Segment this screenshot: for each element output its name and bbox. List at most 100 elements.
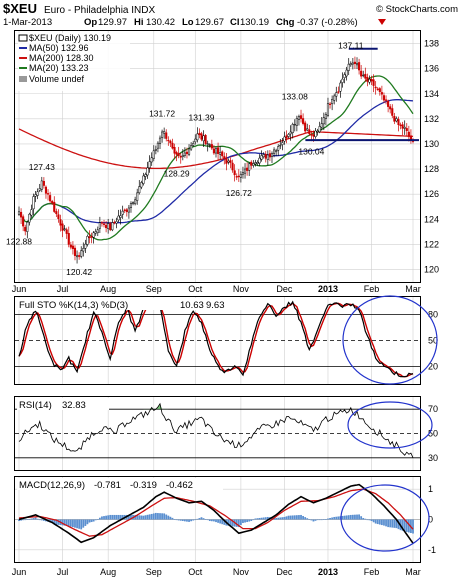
price-bar-body	[185, 151, 189, 155]
macd-histogram-bar	[320, 519, 323, 521]
price-bar-body	[397, 119, 400, 125]
x-tick-label-bottom: 2013	[318, 567, 338, 577]
sto-highlight-ellipse	[342, 295, 438, 385]
price-bar-body	[331, 98, 334, 104]
price-tick-label: 124	[424, 214, 439, 224]
sto-title-label: Full STO %K(14,3) %D(3)	[19, 300, 128, 311]
price-bar-body	[90, 236, 93, 238]
macd-histogram-bar	[351, 514, 354, 520]
rsi-highlight-ellipse	[347, 401, 433, 449]
x-tick-label-bottom: Sep	[146, 567, 162, 577]
price-bar-body	[275, 150, 278, 152]
sto-k-line	[18, 300, 414, 378]
price-bar-body	[389, 106, 392, 110]
price-bar-body	[102, 223, 106, 225]
price-bar-body	[53, 202, 56, 212]
price-annotation: 128.29	[164, 168, 190, 178]
macd-histogram-bar	[113, 514, 116, 520]
price-bar-body	[248, 163, 251, 171]
price-bar-body	[177, 153, 180, 156]
price-bar-body	[107, 223, 110, 229]
macd-histogram-bar	[208, 519, 211, 522]
sto-tick-label: 80	[428, 309, 438, 319]
indicator-lines	[18, 300, 414, 544]
macd-histogram-bar	[248, 519, 251, 522]
macd-histogram-bar	[242, 519, 244, 524]
price-bar-body	[273, 149, 276, 154]
watermark: © StockCharts.com	[376, 4, 458, 15]
macd-histogram-bar	[246, 519, 249, 523]
price-bar-body	[117, 215, 120, 221]
macd-histogram-bar	[380, 519, 383, 526]
macd-histogram-bar	[239, 519, 242, 526]
price-bar-body	[36, 191, 39, 196]
macd-histogram-bar	[264, 517, 267, 520]
price-bar-body	[374, 86, 377, 89]
price-bar-body	[287, 134, 290, 137]
macd-histogram-bar	[372, 519, 375, 523]
price-bar-body	[401, 124, 404, 129]
macd-histogram-bar	[107, 515, 110, 520]
price-bar-body	[364, 73, 367, 79]
x-tick-label-bottom: Oct	[188, 567, 203, 577]
macd-histogram-bar	[18, 519, 20, 522]
price-annotation: 127.43	[29, 162, 55, 172]
price-bar-body	[308, 129, 311, 135]
price-bar-body	[329, 103, 332, 105]
price-bar-body	[225, 158, 228, 164]
x-tick-label: Feb	[364, 284, 380, 294]
price-tick-label: 136	[424, 64, 439, 74]
price-bar-body	[146, 167, 149, 176]
price-bar-body	[382, 95, 386, 101]
macd-histogram-bar	[279, 517, 282, 520]
quote-date: 1-Mar-2013	[3, 17, 52, 28]
price-bar-body	[57, 214, 60, 219]
price-bar-body	[210, 144, 213, 149]
price-bar-body	[250, 161, 253, 166]
price-bar-body	[370, 79, 373, 82]
high-label: Hi	[134, 17, 144, 28]
macd-histogram-bar	[117, 514, 120, 520]
macd-histogram-bar	[362, 517, 365, 520]
macd-histogram-bar	[188, 519, 190, 522]
legend-ma50: MA(50) 132.96	[29, 43, 89, 53]
macd-histogram-bar	[287, 515, 290, 520]
macd-histogram-bar	[177, 519, 180, 521]
price-bar-body	[368, 78, 371, 83]
macd-histogram-bar	[277, 517, 280, 520]
price-bar-body	[302, 118, 305, 124]
macd-tick-label: 1	[428, 484, 433, 494]
macd-line	[18, 483, 414, 544]
price-bar-body	[395, 118, 398, 122]
price-annotation: 137.11	[338, 41, 364, 51]
macd-histogram-bar	[221, 519, 224, 525]
x-tick-label: Aug	[100, 284, 116, 294]
x-tick-label: Jun	[12, 284, 27, 294]
price-bar-body	[293, 123, 296, 126]
price-bar-body	[219, 152, 222, 155]
price-bar-body	[407, 131, 410, 137]
macd-histogram-bar	[378, 519, 381, 525]
price-bar-body	[142, 175, 145, 184]
macd-histogram-bar	[295, 515, 298, 520]
rsi-title: RSI(14) 32.83	[17, 398, 109, 411]
macd-histogram-bar	[213, 519, 215, 522]
legend-swatch-volume	[19, 76, 27, 82]
price-bar-body	[71, 245, 74, 249]
price-bar-body	[262, 154, 265, 158]
price-bar-body	[144, 174, 147, 177]
macd-histogram-bar	[235, 519, 238, 527]
price-bar-body	[231, 162, 234, 171]
macd-histogram-bar	[67, 519, 70, 527]
price-bar-body	[51, 201, 54, 204]
macd-histogram-bar	[65, 519, 68, 526]
price-bar-body	[115, 221, 118, 224]
macd-histogram-bar	[266, 516, 269, 520]
x-tick-label-bottom: Jul	[57, 567, 69, 577]
rsi-tick-label: 30	[428, 453, 438, 463]
macd-hist-value: -0.462	[166, 480, 193, 491]
macd-histogram-bar	[94, 519, 97, 521]
price-bar-body	[266, 154, 269, 160]
macd-histogram-bar	[53, 519, 56, 524]
macd-histogram-bar	[161, 513, 163, 520]
